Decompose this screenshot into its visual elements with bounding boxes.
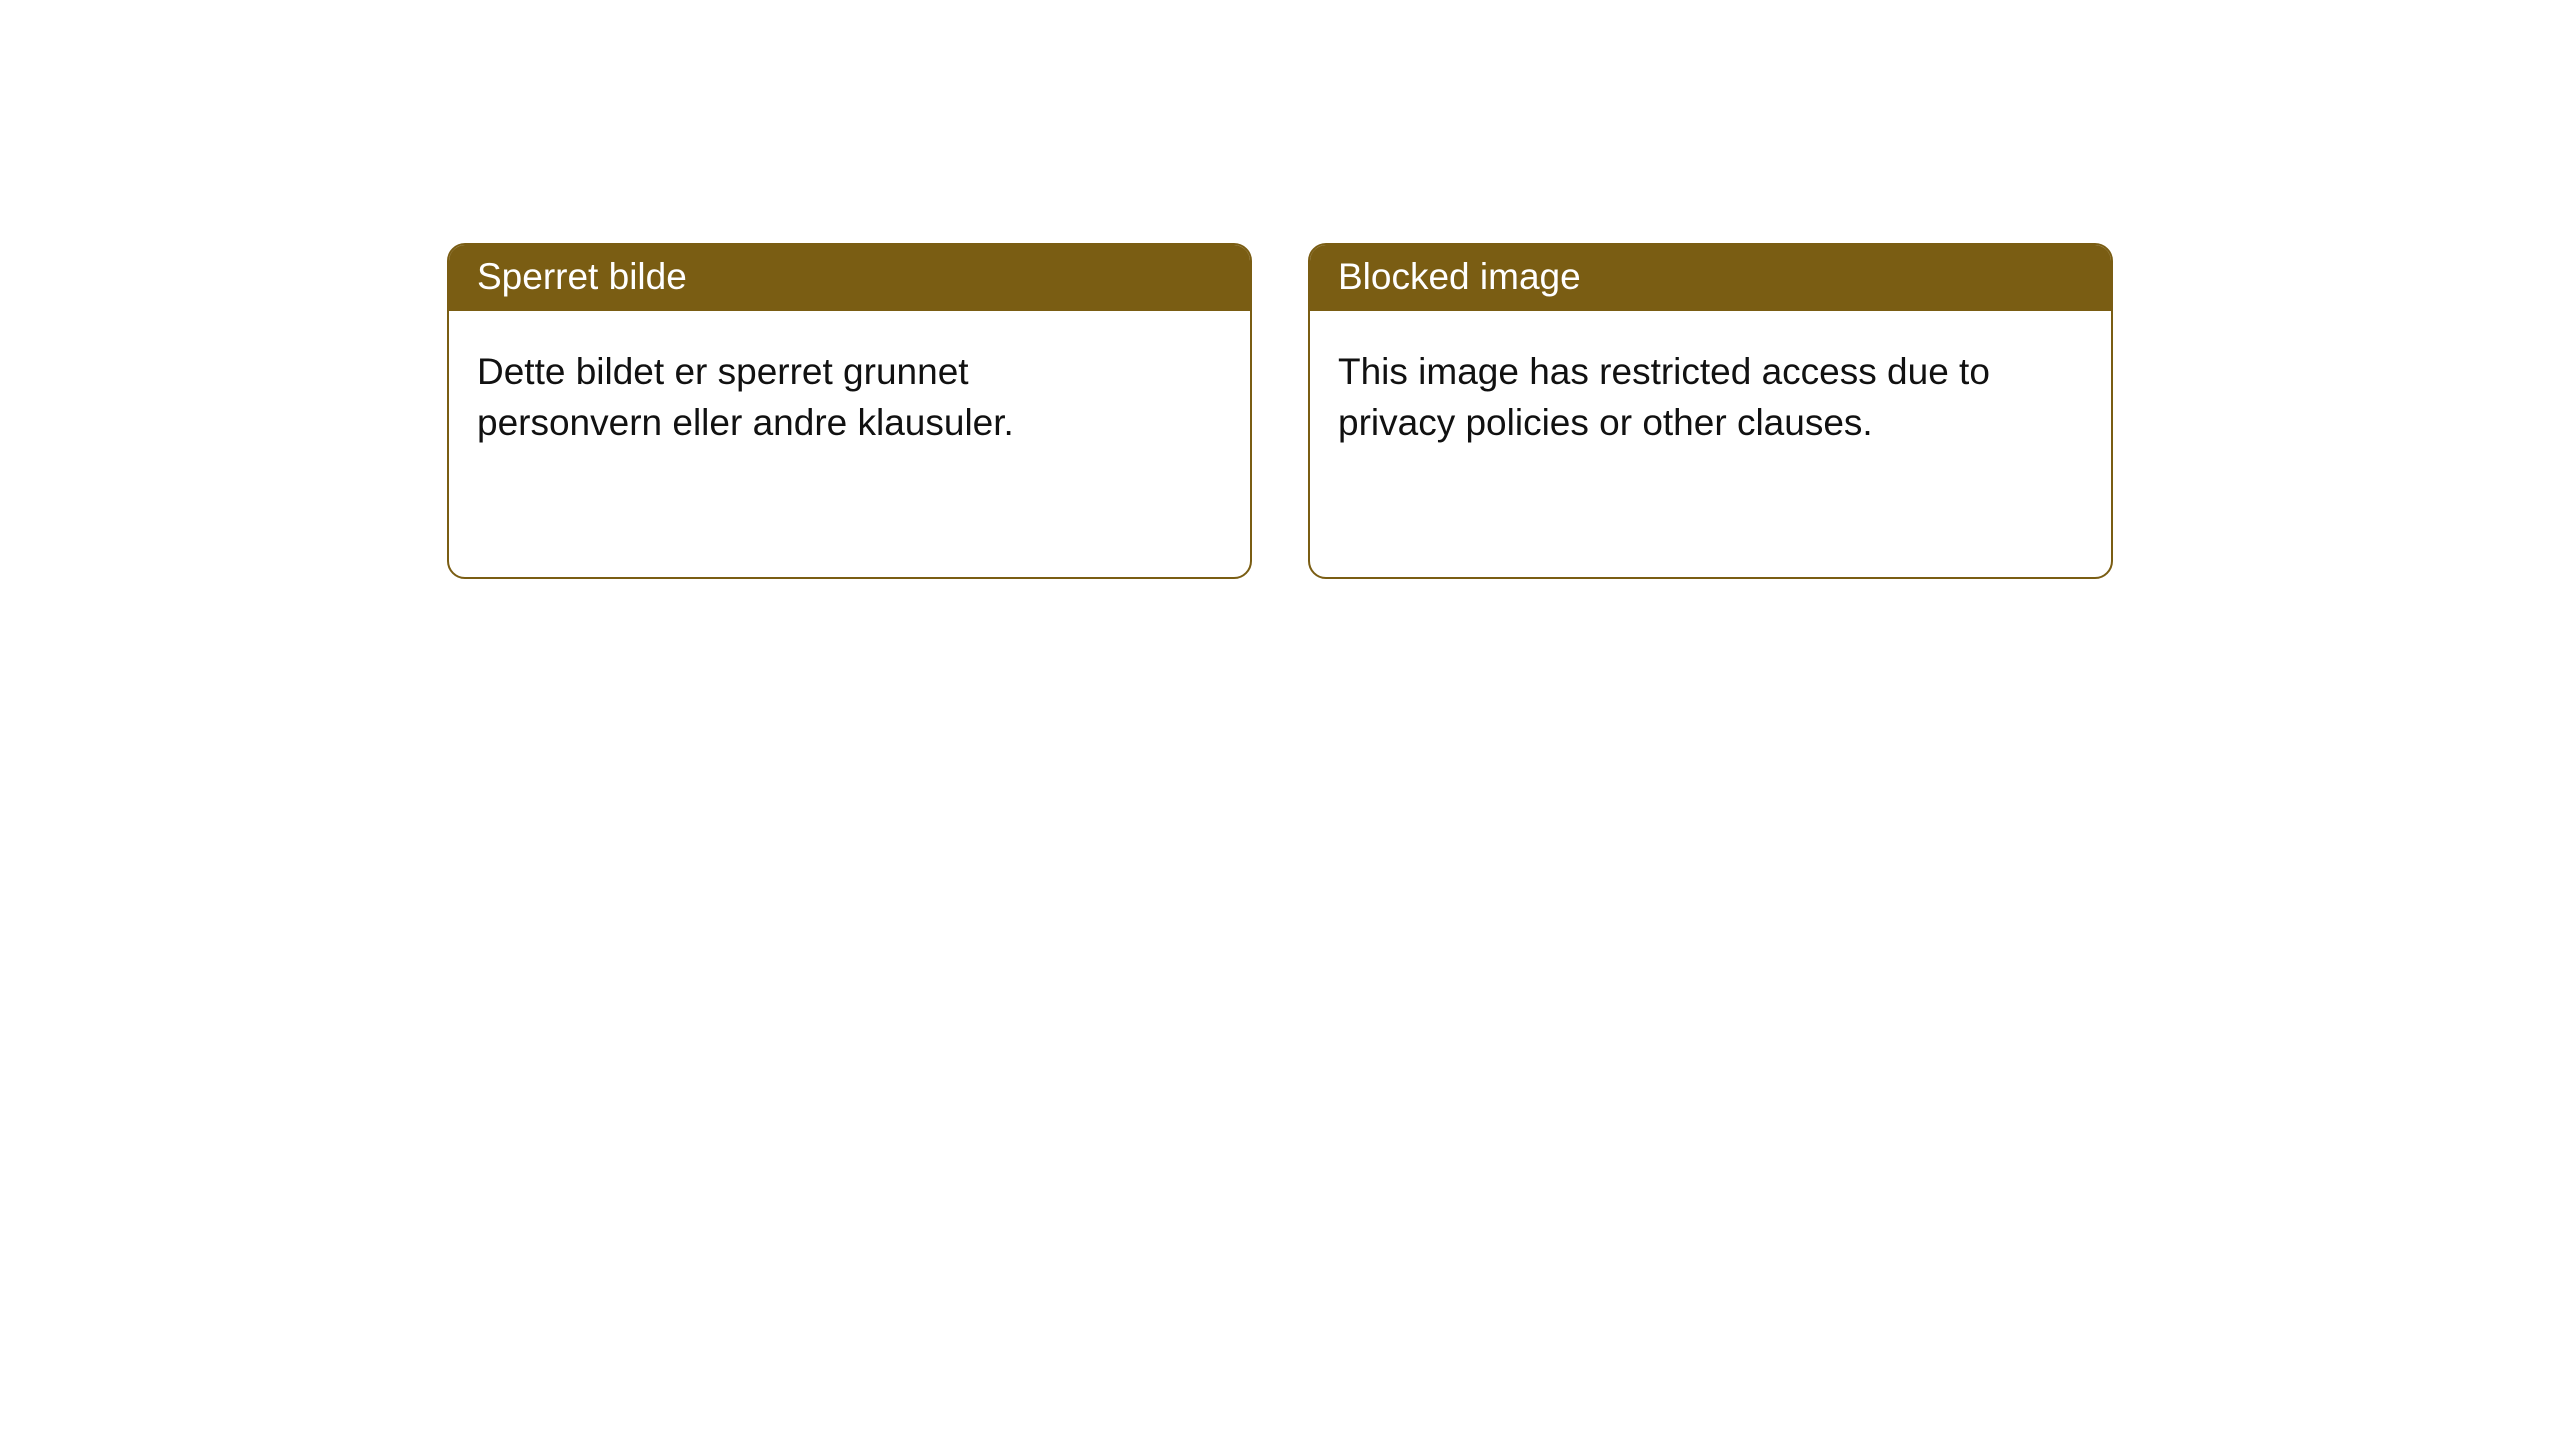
notice-header: Sperret bilde <box>449 245 1250 311</box>
notice-header: Blocked image <box>1310 245 2111 311</box>
notice-card-english: Blocked image This image has restricted … <box>1308 243 2113 579</box>
notice-container: Sperret bilde Dette bildet er sperret gr… <box>0 0 2560 579</box>
notice-card-norwegian: Sperret bilde Dette bildet er sperret gr… <box>447 243 1252 579</box>
notice-body: Dette bildet er sperret grunnet personve… <box>449 311 1169 476</box>
notice-body: This image has restricted access due to … <box>1310 311 2030 476</box>
